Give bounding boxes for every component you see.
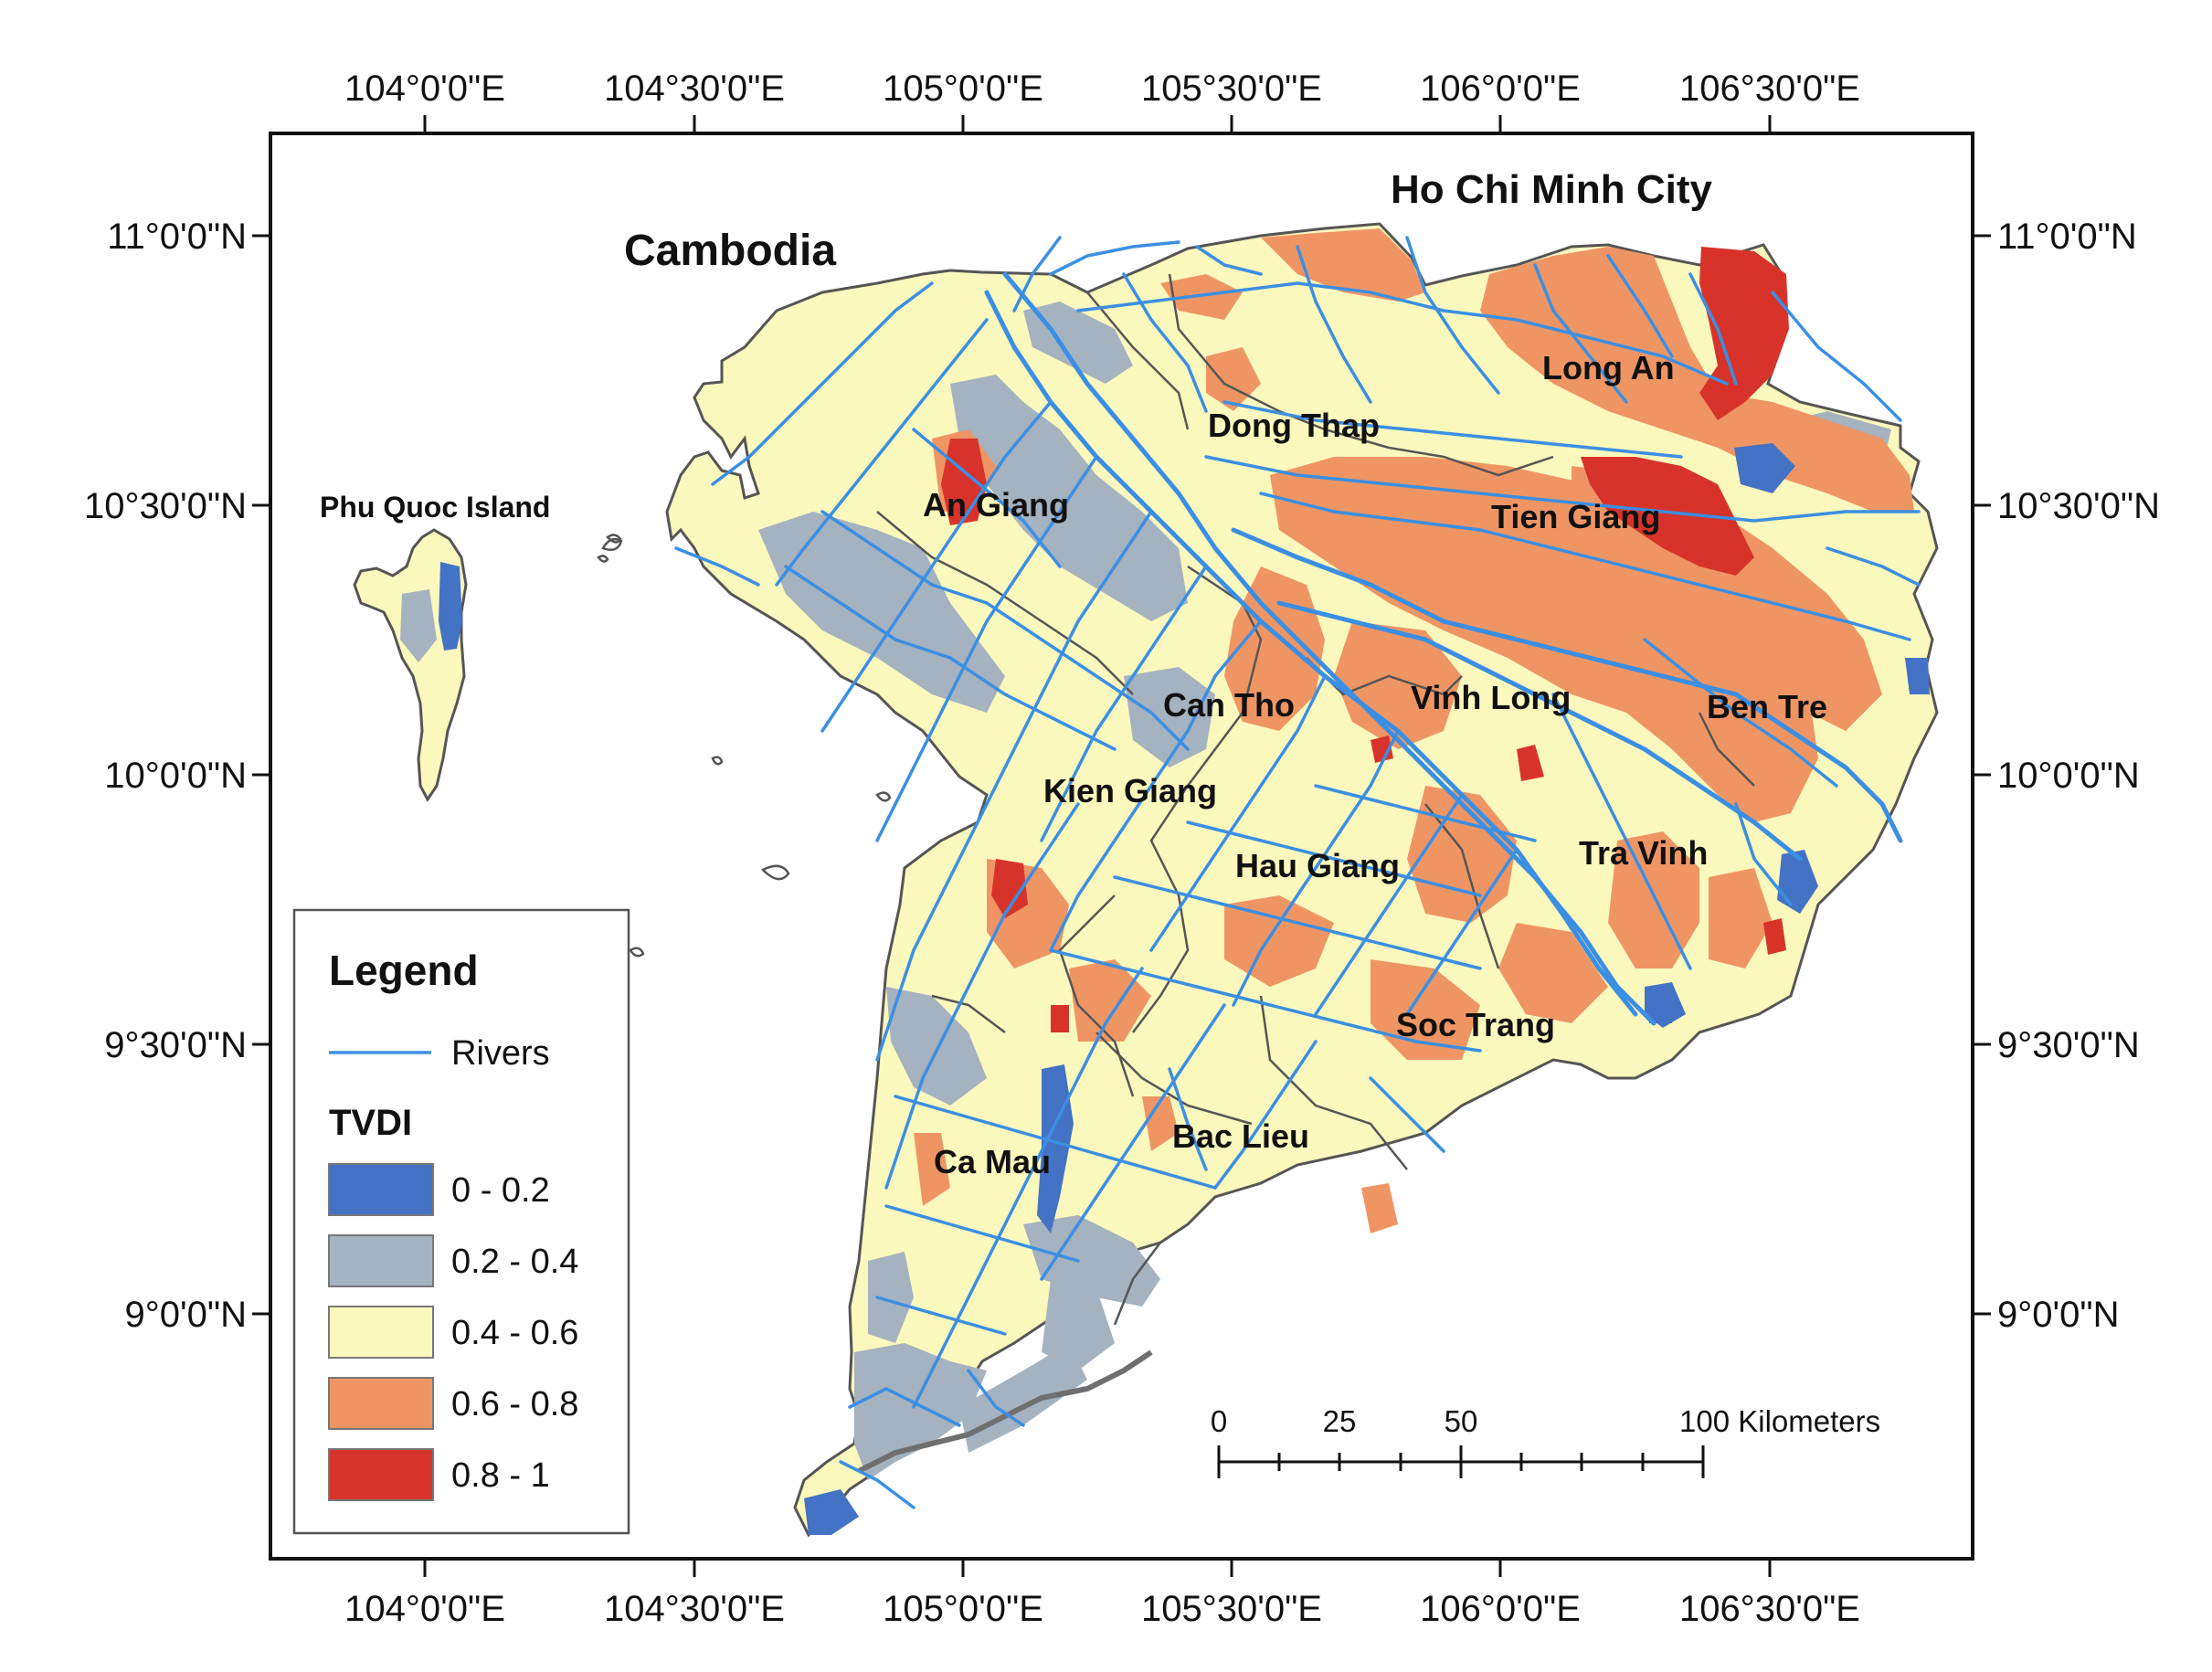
lon-label-top: 104°30'0"E [604, 69, 785, 109]
label-an-giang: An Giang [923, 486, 1069, 524]
lat-label-left: 9°0'0"N [125, 1295, 247, 1335]
legend-swatch [328, 1448, 434, 1501]
place-labels: Cambodia Ho Chi Minh City Phu Quoc Islan… [320, 167, 1827, 1180]
lat-label-left: 10°0'0"N [104, 756, 247, 796]
lon-label-bottom: 106°30'0"E [1679, 1589, 1860, 1629]
label-hau-giang: Hau Giang [1235, 847, 1400, 884]
lon-label-top: 105°0'0"E [883, 69, 1043, 109]
phu-quoc-grey-patch [400, 589, 437, 662]
label-tien-giang: Tien Giang [1491, 498, 1660, 535]
small-islands [597, 534, 892, 958]
lat-label-right: 11°0'0"N [1997, 217, 2137, 257]
scale-label: 50 [1445, 1404, 1478, 1438]
label-cambodia: Cambodia [624, 227, 836, 275]
scale-label: 0 [1211, 1404, 1227, 1438]
label-long-an: Long An [1542, 349, 1675, 386]
ca-mau-coast-line [857, 1349, 1153, 1474]
lat-label-right: 10°0'0"N [1997, 756, 2140, 796]
label-bac-lieu: Bac Lieu [1172, 1117, 1309, 1155]
lat-label-right: 9°0'0"N [1997, 1295, 2119, 1335]
lat-label-left: 11°0'0"N [107, 217, 247, 257]
scale-end-label: 100 Kilometers [1679, 1404, 1880, 1438]
scale-bar: 0 25 50 100 Kilometers [1211, 1404, 1880, 1478]
rivers-legend-label: Rivers [451, 1034, 550, 1073]
axis-ticks [252, 115, 1991, 1577]
label-ho-chi-minh-city: Ho Chi Minh City [1391, 167, 1712, 212]
legend-swatch [328, 1163, 434, 1216]
lat-label-right: 10°30'0"N [1997, 486, 2160, 526]
legend-class-label: 0 - 0.2 [451, 1171, 550, 1210]
lon-label-top: 104°0'0"E [344, 69, 505, 109]
tvdi-class-0.2-0.4 [758, 302, 1891, 1480]
tvdi-class-0-0.2 [804, 443, 1930, 1535]
lon-label-bottom: 105°0'0"E [883, 1589, 1043, 1629]
legend-title: Legend [329, 947, 479, 994]
legend-swatch [328, 1306, 434, 1359]
lon-label-top: 106°30'0"E [1679, 69, 1860, 109]
label-ben-tre: Ben Tre [1707, 688, 1827, 725]
lat-label-left: 10°30'0"N [84, 486, 247, 526]
lon-label-bottom: 105°30'0"E [1141, 1589, 1322, 1629]
label-dong-thap: Dong Thap [1208, 407, 1380, 444]
label-tra-vinh: Tra Vinh [1579, 834, 1708, 872]
top-lon-labels: 104°0'0"E 104°30'0"E 105°0'0"E 105°30'0"… [344, 69, 1860, 109]
label-phu-quoc-island: Phu Quoc Island [320, 491, 550, 524]
bottom-lon-labels: 104°0'0"E 104°30'0"E 105°0'0"E 105°30'0"… [344, 1589, 1860, 1629]
legend-class-label: 0.2 - 0.4 [451, 1243, 578, 1281]
right-lat-labels: 11°0'0"N 10°30'0"N 10°0'0"N 9°30'0"N 9°0… [1997, 217, 2160, 1335]
label-can-tho: Can Tho [1163, 686, 1295, 724]
lat-label-right: 9°30'0"N [1997, 1025, 2140, 1065]
left-lat-labels: 11°0'0"N 10°30'0"N 10°0'0"N 9°30'0"N 9°0… [84, 217, 247, 1335]
label-vinh-long: Vinh Long [1411, 679, 1571, 716]
phu-quoc-landmass [353, 528, 468, 802]
label-kien-giang: Kien Giang [1043, 772, 1217, 810]
lon-label-bottom: 104°30'0"E [604, 1589, 785, 1629]
phu-quoc-blue-patch [439, 562, 462, 651]
map-body [353, 222, 1939, 1538]
tvdi-legend-title: TVDI [329, 1103, 412, 1143]
legend-class-label: 0.8 - 1 [451, 1456, 550, 1495]
lon-label-top: 105°30'0"E [1141, 69, 1322, 109]
lon-label-bottom: 106°0'0"E [1420, 1589, 1581, 1629]
legend-swatch [328, 1234, 434, 1287]
label-ca-mau: Ca Mau [934, 1143, 1051, 1180]
lon-label-bottom: 104°0'0"E [344, 1589, 505, 1629]
legend-box [292, 908, 630, 1535]
lat-label-left: 9°30'0"N [104, 1025, 247, 1065]
legend: Legend Rivers TVDI 0 - 0.2 0.2 - 0.4 0.4… [292, 908, 630, 1535]
scale-label: 25 [1323, 1404, 1357, 1438]
rivers [674, 236, 1921, 1509]
legend-class-label: 0.4 - 0.6 [451, 1314, 578, 1352]
label-soc-trang: Soc Trang [1396, 1006, 1555, 1043]
lon-label-top: 106°0'0"E [1420, 69, 1581, 109]
legend-swatch [328, 1377, 434, 1430]
legend-class-label: 0.6 - 0.8 [451, 1385, 578, 1423]
